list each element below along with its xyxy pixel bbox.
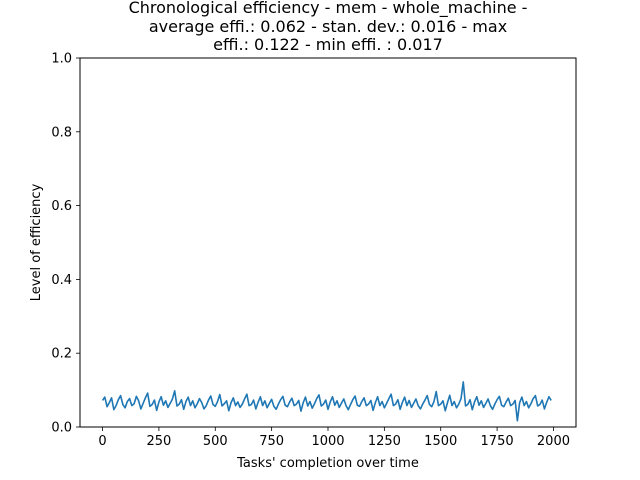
y-tick-label: 0.8 xyxy=(51,125,72,140)
plot-area-frame xyxy=(79,57,577,428)
x-axis-label: Tasks' completion over time xyxy=(236,456,419,471)
title-line-2: average effi.: 0.062 - stan. dev.: 0.016… xyxy=(149,17,507,36)
y-tick-label: 0.6 xyxy=(51,199,72,214)
y-tick-label: 0.4 xyxy=(51,273,72,288)
x-tick-label: 0 xyxy=(98,434,106,449)
title-line-3: effi.: 0.122 - min effi. : 0.017 xyxy=(213,35,443,54)
title-line-1: Chronological efficiency - mem - whole_m… xyxy=(129,0,528,18)
y-axis-label: Level of efficiency xyxy=(29,183,44,301)
chart-title: Chronological efficiency - mem - whole_m… xyxy=(129,0,528,54)
x-tick-label: 1500 xyxy=(424,434,457,449)
x-axis-ticks: 0 250 500 750 1000 1250 1500 1750 2000 xyxy=(98,427,570,449)
x-tick-label: 500 xyxy=(203,434,228,449)
x-tick-label: 750 xyxy=(259,434,284,449)
y-tick-label: 1.0 xyxy=(51,52,72,67)
x-tick-label: 1750 xyxy=(481,434,514,449)
series-layer xyxy=(101,381,552,422)
efficiency-series-line xyxy=(101,381,552,422)
x-tick-label: 2000 xyxy=(537,434,570,449)
y-tick-label: 0.2 xyxy=(51,347,72,362)
y-tick-label: 0.0 xyxy=(51,421,72,436)
x-tick-label: 250 xyxy=(146,434,171,449)
y-axis-ticks: 0.0 0.2 0.4 0.6 0.8 1.0 xyxy=(51,52,80,436)
x-tick-label: 1250 xyxy=(368,434,401,449)
x-tick-label: 1000 xyxy=(311,434,344,449)
